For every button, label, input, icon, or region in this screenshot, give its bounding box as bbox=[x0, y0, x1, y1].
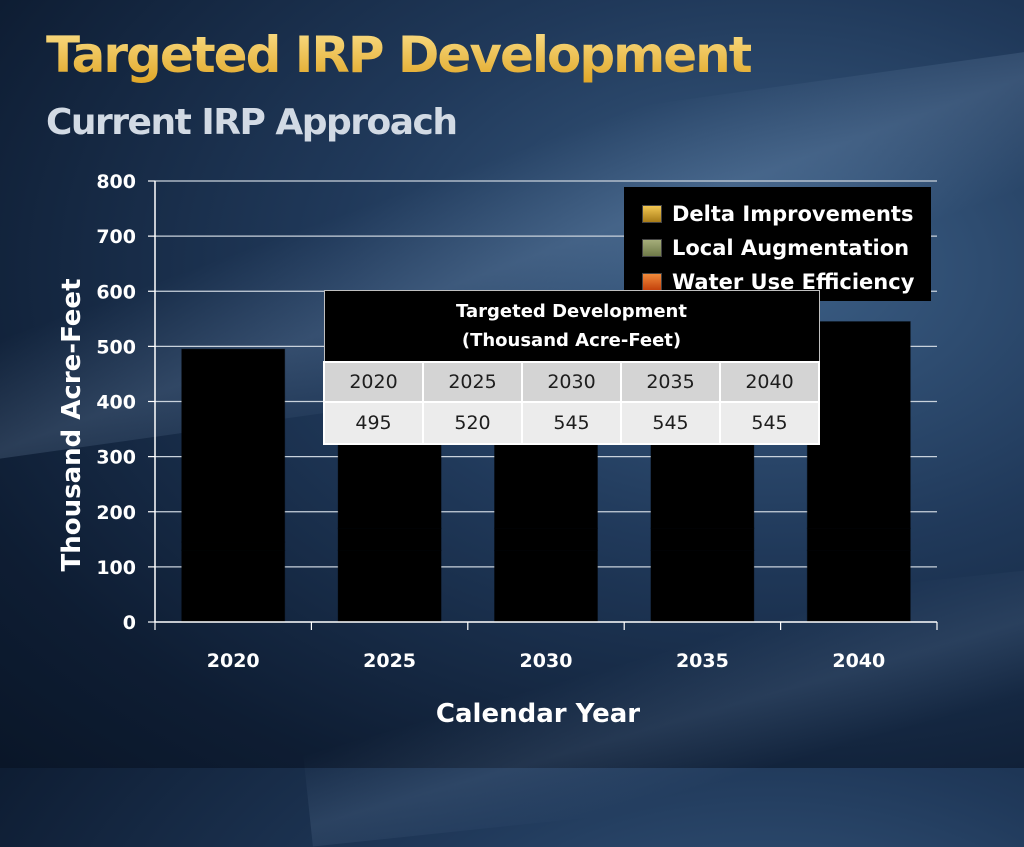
bar-water-use-efficiency-2035 bbox=[650, 549, 755, 623]
bar-water-use-efficiency-2040 bbox=[806, 549, 911, 623]
table-cell-value: 495 bbox=[323, 401, 424, 445]
x-tick-label: 2030 bbox=[520, 650, 573, 672]
x-axis-title: Calendar Year bbox=[436, 699, 640, 729]
table-cell-value: 545 bbox=[620, 401, 721, 445]
bar-water-use-efficiency-2025 bbox=[337, 549, 442, 623]
bar-delta-improvements-2040 bbox=[806, 321, 911, 529]
y-tick-label: 300 bbox=[96, 447, 136, 469]
bar-local-augmentation-2020 bbox=[181, 541, 286, 551]
x-tick-label: 2020 bbox=[207, 650, 260, 672]
bar-local-augmentation-2030 bbox=[494, 527, 598, 551]
table-header-line1: Targeted Development bbox=[456, 301, 687, 322]
y-axis-title: Thousand Acre-Feet bbox=[57, 279, 87, 572]
legend-swatch-water-use-efficiency bbox=[642, 273, 662, 291]
bar-local-augmentation-2035 bbox=[650, 527, 755, 551]
legend-label: Water Use Efficiency bbox=[672, 270, 915, 294]
table-row-years: 2020 2025 2030 2035 2040 bbox=[323, 361, 820, 403]
y-tick-label: 400 bbox=[96, 392, 136, 414]
table-cell-value: 520 bbox=[422, 401, 523, 445]
table-cell-value: 545 bbox=[719, 401, 820, 445]
legend-label: Delta Improvements bbox=[672, 202, 914, 226]
chart-legend: Delta Improvements Local Augmentation Wa… bbox=[624, 187, 931, 301]
table-header: Targeted Development (Thousand Acre-Feet… bbox=[323, 290, 820, 363]
bar-water-use-efficiency-2020 bbox=[181, 549, 286, 623]
y-tick-label: 0 bbox=[123, 612, 136, 634]
bar-delta-improvements-2020 bbox=[181, 348, 286, 543]
legend-swatch-local-augmentation bbox=[642, 239, 662, 257]
bar-water-use-efficiency-2030 bbox=[494, 549, 598, 623]
y-tick-label: 600 bbox=[96, 281, 136, 303]
legend-item-local-augmentation: Local Augmentation bbox=[642, 231, 931, 265]
y-tick-label: 800 bbox=[96, 171, 136, 193]
table-cell-year: 2020 bbox=[323, 361, 424, 403]
legend-item-water-use-efficiency: Water Use Efficiency bbox=[642, 265, 931, 299]
legend-label: Local Augmentation bbox=[672, 236, 910, 260]
y-tick-label: 700 bbox=[96, 226, 136, 248]
table-header-line2: (Thousand Acre-Feet) bbox=[461, 330, 682, 351]
y-tick-label: 100 bbox=[96, 557, 136, 579]
x-tick-label: 2040 bbox=[832, 650, 885, 672]
y-tick-label: 200 bbox=[96, 502, 136, 524]
table-cell-value: 545 bbox=[521, 401, 622, 445]
table-cell-year: 2040 bbox=[719, 361, 820, 403]
legend-item-delta-improvements: Delta Improvements bbox=[642, 197, 931, 231]
targeted-development-table: Targeted Development (Thousand Acre-Feet… bbox=[323, 290, 820, 445]
legend-swatch-delta-improvements bbox=[642, 205, 662, 223]
slide-subtitle: Current IRP Approach bbox=[46, 102, 458, 143]
x-tick-label: 2025 bbox=[363, 650, 416, 672]
x-tick-label: 2035 bbox=[676, 650, 729, 672]
bar-local-augmentation-2025 bbox=[337, 527, 442, 551]
table-cell-year: 2025 bbox=[422, 361, 523, 403]
bar-local-augmentation-2040 bbox=[806, 527, 911, 551]
slide-title: Targeted IRP Development bbox=[46, 26, 753, 84]
table-cell-year: 2035 bbox=[620, 361, 721, 403]
table-cell-year: 2030 bbox=[521, 361, 622, 403]
table-row-values: 495 520 545 545 545 bbox=[323, 401, 820, 445]
y-tick-label: 500 bbox=[96, 336, 136, 358]
